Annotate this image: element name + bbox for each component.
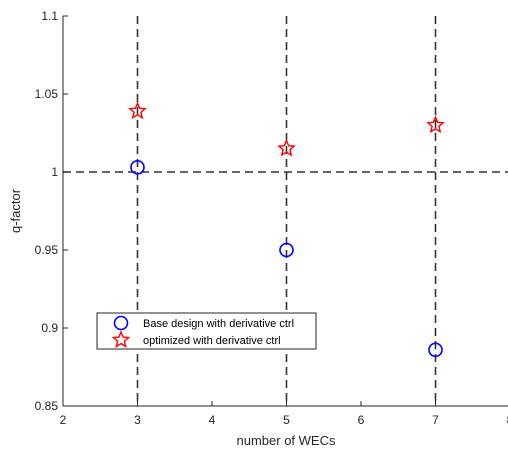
- x-tick-label: 2: [60, 413, 67, 427]
- y-axis-label: q-factor: [8, 188, 23, 233]
- y-tick-label: 0.9: [41, 321, 58, 335]
- legend: Base design with derivative ctrl optimize…: [97, 313, 316, 349]
- x-tick-label: 4: [209, 413, 216, 427]
- x-axis-label: number of WECs: [237, 433, 336, 448]
- y-tick-label: 0.95: [35, 243, 59, 257]
- y-tick-label: 1.05: [35, 87, 59, 101]
- x-tick-label: 7: [432, 413, 439, 427]
- x-tick-label: 3: [134, 413, 141, 427]
- y-tick-label: 0.85: [35, 399, 59, 413]
- x-tick-label: 5: [283, 413, 290, 427]
- legend-label-1: optimized with derivative ctrl: [143, 335, 281, 347]
- x-tick-label: 6: [358, 413, 365, 427]
- y-tick-label: 1.1: [41, 9, 58, 23]
- legend-label-0: Base design with derivative ctrl: [143, 318, 294, 330]
- y-tick-label: 1: [51, 165, 58, 179]
